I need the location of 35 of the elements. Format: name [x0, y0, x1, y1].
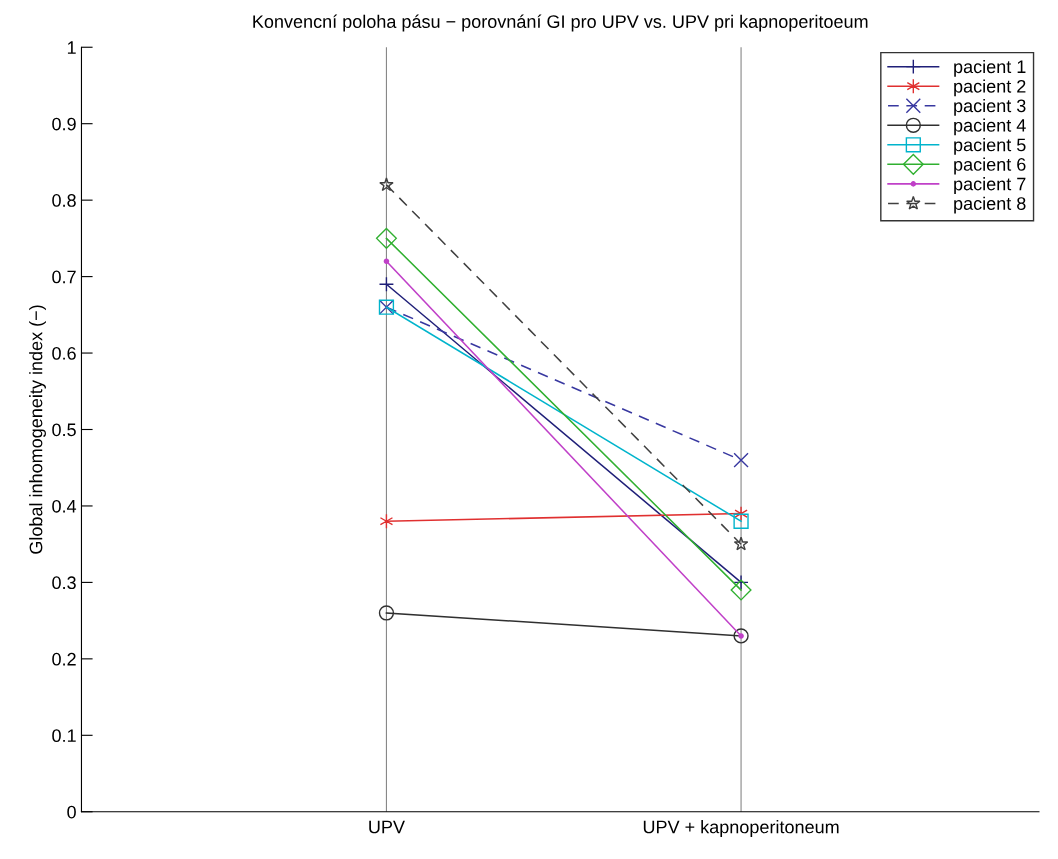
point [734, 505, 748, 522]
y-tick-label: 0.6 [52, 346, 76, 360]
point [379, 513, 394, 529]
legend-label: pacient 4 [954, 118, 1026, 136]
legend-label: pacient 2 [954, 79, 1026, 97]
y-tick-label: 0.5 [52, 423, 76, 437]
legend-label: pacient 6 [954, 157, 1026, 175]
chart-title: Konvencní poloha pásu − porovnání GI pro UPV vs. UPV pri kapnoperitoeum [253, 14, 868, 32]
y-axis-title: Global inhomogeneity index (−) [29, 305, 46, 554]
point [733, 628, 749, 644]
y-tick-label: 0.4 [52, 499, 77, 513]
y-tick-label: 0.2 [52, 652, 76, 666]
legend-label: pacient 8 [954, 196, 1026, 214]
point [733, 452, 749, 468]
point [378, 605, 395, 621]
legend-label: pacient 5 [954, 138, 1026, 155]
point [733, 513, 749, 529]
point [733, 536, 749, 551]
point [383, 258, 390, 265]
x-tick-label: UPV + kapnoperitoneum [643, 820, 839, 837]
y-tick-label: 0 [67, 805, 76, 819]
point [730, 579, 752, 601]
point [375, 227, 397, 249]
y-tick-label: 1 [67, 41, 76, 54]
point [378, 276, 395, 292]
y-tick-label: 0.1 [52, 729, 76, 743]
y-tick-label: 0.3 [52, 576, 76, 590]
y-tick-label: 0.7 [52, 270, 76, 284]
point [379, 177, 394, 192]
y-tick-label: 0.9 [52, 117, 76, 131]
legend-label: pacient 1 [954, 59, 1026, 77]
y-tick-label: 0.8 [52, 194, 76, 207]
legend-label: pacient 7 [954, 177, 1026, 194]
x-tick-label: UPV [369, 820, 405, 834]
legend-label: pacient 3 [954, 98, 1026, 116]
